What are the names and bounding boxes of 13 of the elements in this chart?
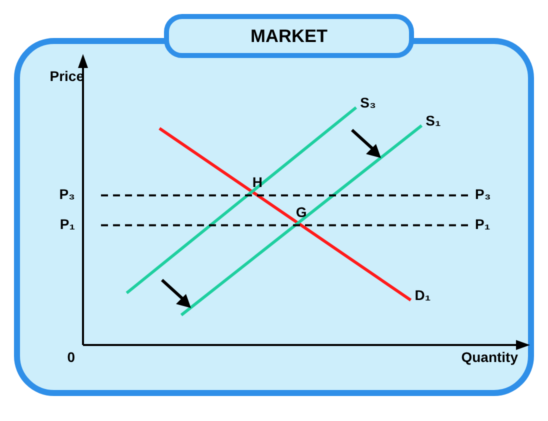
ref-line-label: P₃ bbox=[475, 186, 491, 202]
ref-line-label: P₁ bbox=[475, 216, 490, 232]
annotation: G bbox=[296, 204, 307, 220]
series-label: S₁ bbox=[426, 112, 442, 128]
x-axis-title: Quantity bbox=[461, 348, 518, 365]
text: P₃ bbox=[59, 186, 75, 202]
y-axis-title: Price bbox=[50, 68, 84, 84]
chart-title: MARKET bbox=[250, 26, 328, 46]
text: P₁ bbox=[60, 216, 75, 232]
text: 0 bbox=[67, 348, 76, 365]
annotation: H bbox=[252, 174, 263, 190]
series-label: D₁ bbox=[414, 286, 431, 303]
series-label: S₃ bbox=[360, 94, 376, 110]
